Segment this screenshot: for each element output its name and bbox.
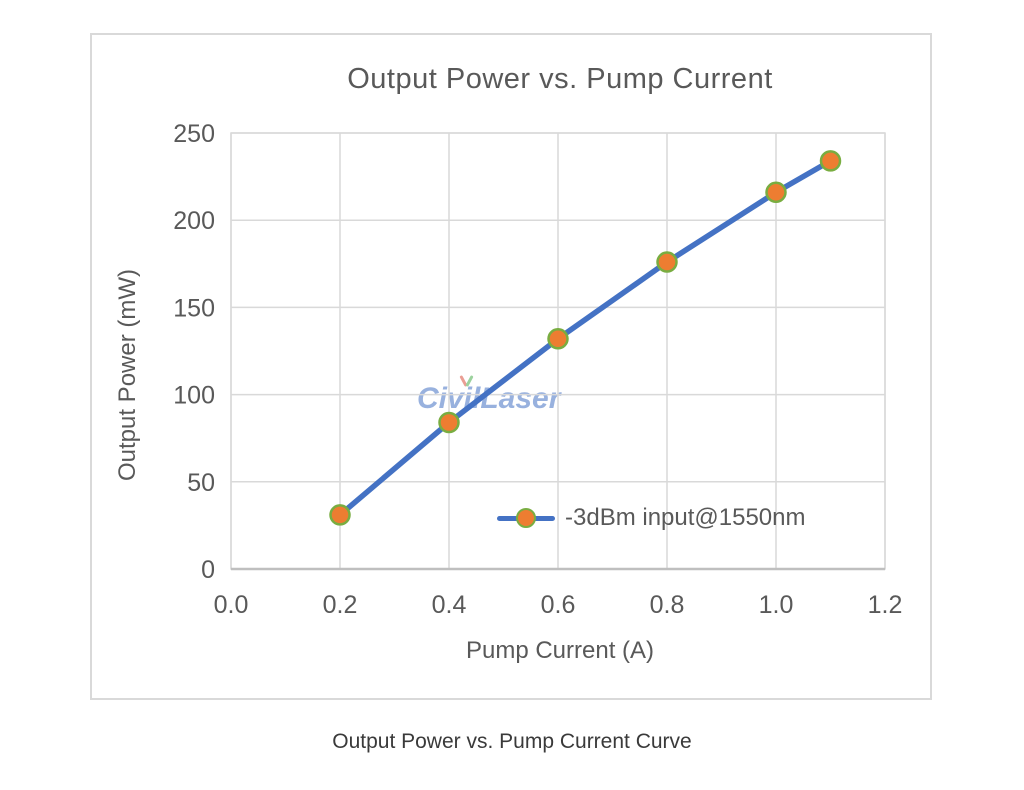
chart-plot: 0 50 100 150 200 250 0.0 0.2 0.4 0.6 0.8 1.0 1.2 [173,120,903,619]
watermark: CivilLaser [417,374,617,422]
chart-card: CivilLaser 0 50 100 150 200 250 0.0 0.2 0.4 0.6 0.… [90,33,932,700]
y-tick-label: 0 [201,556,215,584]
y-tick-label: 150 [173,294,215,322]
data-point [329,504,351,526]
x-tick-label: 0.0 [214,591,249,619]
data-point [765,181,787,204]
x-tick-label: 1.0 [759,591,794,619]
data-point [819,150,842,172]
data-point [547,328,569,350]
data-point [656,251,678,273]
y-tick-label: 50 [187,469,215,497]
legend-label: -3dBm input@1550nm [565,504,806,531]
x-tick-label: 0.2 [323,591,358,619]
chart-title: Output Power vs. Pump Current [347,63,773,95]
y-tick-label: 200 [173,207,215,235]
series-line [337,158,834,518]
figure-caption: Output Power vs. Pump Current Curve [332,730,692,753]
legend: -3dBm input@1550nm [497,504,806,532]
watermark-text: CivilLaser [417,382,561,415]
x-tick-label: 0.8 [650,591,685,619]
x-tick-label: 1.2 [868,591,903,619]
x-tick-label: 0.6 [541,591,576,619]
y-axis-title: Output Power (mW) [114,268,141,482]
x-axis-title: Pump Current (A) [465,637,655,664]
data-point [438,411,460,434]
legend-marker-swatch [516,508,536,528]
legend-line-marker-icon [497,507,555,529]
y-tick-label: 250 [173,120,215,148]
y-tick-label: 100 [173,382,215,410]
x-tick-label: 0.4 [432,591,467,619]
